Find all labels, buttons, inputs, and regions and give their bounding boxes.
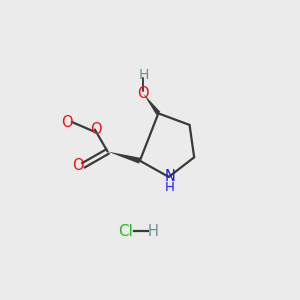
Polygon shape bbox=[108, 152, 141, 164]
Text: O: O bbox=[90, 122, 102, 137]
Text: O: O bbox=[72, 158, 83, 173]
Text: Cl: Cl bbox=[118, 224, 134, 239]
Text: H: H bbox=[165, 182, 175, 194]
Text: H: H bbox=[138, 68, 148, 82]
Text: N: N bbox=[164, 169, 175, 184]
Text: H: H bbox=[147, 224, 158, 239]
Polygon shape bbox=[143, 94, 161, 115]
Text: O: O bbox=[61, 115, 73, 130]
Text: O: O bbox=[137, 86, 149, 101]
